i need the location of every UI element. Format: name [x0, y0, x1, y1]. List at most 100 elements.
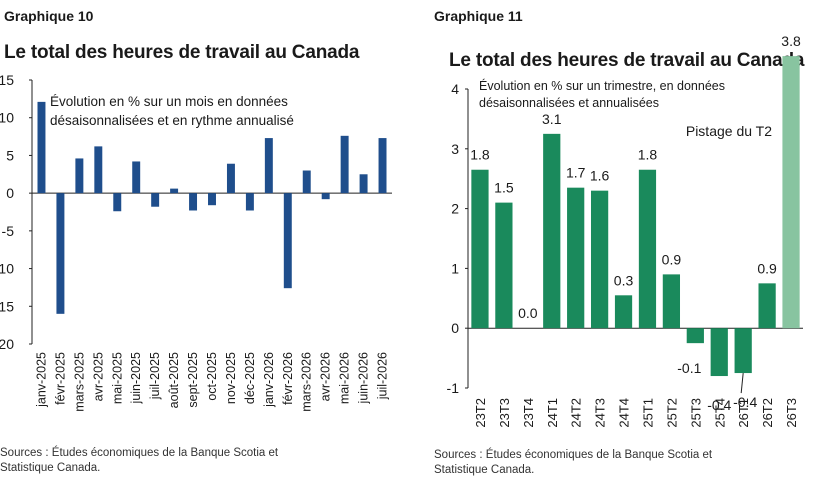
chart2-subtitle-line-1: Évolution en % sur un trimestre, en donn…: [479, 79, 725, 93]
chart2-data-label: 0.3: [614, 272, 634, 288]
chart1-x-tick-label: nov-2025: [224, 352, 238, 404]
chart2-bar: [471, 169, 489, 329]
chart2-bar: [662, 274, 681, 329]
chart1-x-tick-label: mars-2026: [300, 352, 314, 412]
chart1-bar: [340, 135, 349, 194]
chart1-y-tick-label: 10: [0, 110, 14, 126]
chart1-x-tick-label: déc-2025: [243, 352, 257, 404]
chart2-x-tick-label: 23T3: [497, 398, 512, 428]
chart1-bar: [359, 174, 368, 194]
chart1-x-tick-label: juil-2025: [148, 352, 162, 400]
chart2-x-tick-label: 25T1: [640, 398, 655, 428]
chart2-x-tick-label: 24T2: [569, 398, 584, 428]
chart2-x-tick-label: 23T2: [473, 398, 488, 428]
chart2-annotation: Pistage du T2: [686, 123, 772, 139]
chart1-x-tick-label: juil-2026: [376, 352, 390, 400]
chart1-x-tick-label: mars-2025: [72, 352, 86, 412]
chart2-x-tick-label: 26T2: [760, 398, 775, 428]
chart1-bar: [37, 101, 46, 194]
chart2-x-tick-label: 26T1: [736, 398, 751, 428]
chart2-figure-label: Graphique 11: [434, 8, 523, 24]
chart1-x-tick-label: févr-2026: [281, 352, 295, 405]
chart2-sources-line-2: Statistique Canada.: [434, 464, 535, 476]
chart1-x-tick-label: mai-2025: [110, 352, 124, 404]
chart1-x-tick-label: avr-2025: [91, 352, 105, 401]
chart1-x-tick-label: févr-2025: [53, 352, 67, 405]
chart1-x-tick-label: août-2025: [167, 352, 181, 408]
chart2-x-tick-label: 24T4: [617, 398, 632, 428]
chart1-bar: [170, 188, 179, 194]
chart2-data-label: 0.0: [518, 305, 538, 321]
chart1-x-tick-label: mai-2026: [338, 352, 352, 404]
chart1-bar: [226, 163, 235, 194]
chart2-data-label: 1.6: [590, 168, 610, 184]
chart2-bar: [614, 295, 633, 329]
chart2-data-label: -0.1: [677, 360, 701, 376]
chart1-subtitle-line-2: désaisonnalisées et en rythme annualisé: [50, 113, 294, 128]
chart2-data-label: -0.4: [707, 397, 731, 413]
chart2-bar: [686, 328, 704, 344]
chart1-x-tick-label: oct-2025: [205, 352, 219, 401]
chart2-y-tick-label: -1: [447, 380, 460, 396]
chart2-data-label: 1.8: [470, 147, 490, 163]
chart1-bar: [189, 193, 198, 211]
chart1-x-tick-label: juin-2025: [129, 352, 143, 404]
chart2-x-tick-label: 25T4: [712, 398, 727, 428]
chart1-bar: [56, 193, 65, 314]
chart1-bar: [245, 193, 254, 211]
chart2-label-leader-line: [740, 373, 744, 394]
chart1-x-tick-label: juin-2026: [357, 352, 371, 404]
chart1-x-tick-label: janv-2026: [262, 352, 276, 408]
chart2-bar: [710, 328, 728, 377]
chart1-y-tick-label: 5: [6, 147, 14, 163]
chart1-x-tick-label: avr-2026: [319, 352, 333, 401]
chart2-sources-line-1: Sources : Études économiques de la Banqu…: [434, 449, 713, 461]
chart1-bar: [94, 146, 103, 194]
chart1-x-tick-label: janv-2025: [34, 352, 48, 408]
chart1-y-tick-label: 15: [0, 72, 14, 88]
chart2-data-label: 3.8: [781, 33, 801, 49]
chart1-bar: [302, 170, 311, 194]
chart1-sources: Sources : Études économiques de la Banqu…: [0, 446, 278, 476]
chart2-subtitle-line-2: désaisonnalisées et annualisées: [479, 96, 659, 110]
chart1-y-tick-label: 10: [0, 261, 14, 277]
chart1-sources-line-2: Statistique Canada.: [0, 462, 101, 474]
chart1-bar: [132, 161, 141, 194]
chart1-bar: [283, 193, 292, 289]
chart2-x-tick-label: 24T1: [545, 398, 560, 428]
chart2-bar: [782, 56, 800, 329]
chart2-x-tick-label: 23T4: [521, 398, 536, 428]
chart2-data-label: -0.4: [733, 394, 757, 410]
chart1-y-tick-label: 15: [0, 298, 14, 314]
chart2-x-tick-label: 25T3: [688, 398, 703, 428]
chart1-y-tick-label: 20: [0, 336, 14, 352]
chart1-subtitle: Évolution en % sur un mois en données dé…: [50, 92, 294, 130]
chart1-bar: [208, 193, 216, 206]
chart2-data-label: 1.5: [494, 180, 514, 196]
chart1-sources-line-1: Sources : Études économiques de la Banqu…: [0, 447, 279, 459]
chart2-bar: [734, 328, 752, 374]
chart1-bar: [378, 138, 387, 194]
chart2-y-tick-label: 1: [451, 260, 459, 276]
chart1-bar: [75, 158, 84, 194]
chart2-title: Le total des heures de travail au Canada: [449, 50, 805, 71]
chart2-y-tick-label: 2: [451, 201, 459, 217]
chart1-subtitle-line-1: Évolution en % sur un mois en données: [50, 94, 288, 109]
chart2-data-label: 1.8: [638, 147, 658, 163]
chart1-x-tick-label: sept-2025: [186, 352, 200, 408]
chart1-bar: [113, 193, 122, 212]
chart1-bar: [321, 193, 330, 200]
chart2-data-label: 1.7: [566, 165, 586, 181]
chart2-bar: [758, 283, 776, 329]
chart2-bar: [567, 187, 585, 329]
chart1-y-tick-label: 0: [6, 185, 14, 201]
chart2-y-tick-label: 3: [451, 141, 459, 157]
chart2-sources: Sources : Études économiques de la Banqu…: [434, 448, 712, 478]
chart1-figure-label: Graphique 10: [4, 8, 94, 24]
chart2-x-tick-label: 26T3: [784, 398, 799, 428]
chart2-x-tick-label: 25T2: [664, 398, 679, 428]
chart2-data-label: 0.9: [757, 260, 777, 276]
chart1-bar: [264, 138, 273, 194]
chart2-y-tick-label: 0: [451, 320, 459, 336]
